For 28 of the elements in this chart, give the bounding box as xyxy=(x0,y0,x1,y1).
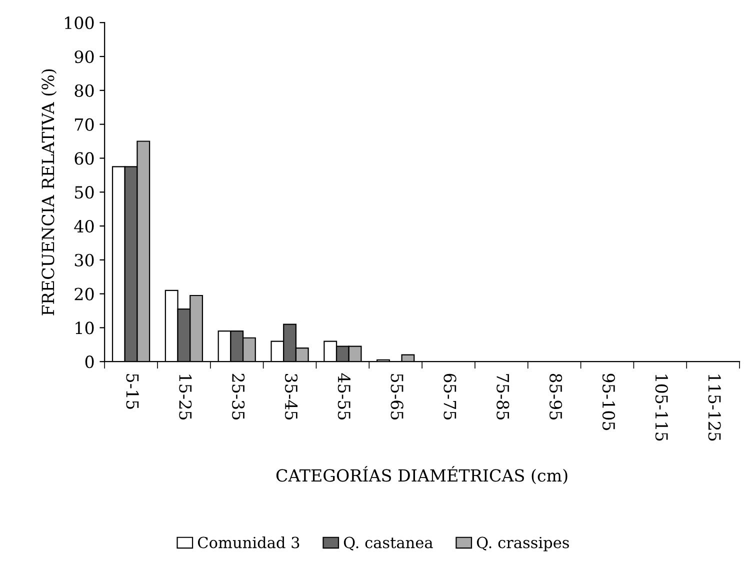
y-tick-label: 30 xyxy=(74,254,94,266)
x-axis-title: CATEGORÍAS DIAMÉTRICAS (cm) xyxy=(276,466,568,484)
y-tick-label: 50 xyxy=(75,186,94,199)
y-tick-label: 60 xyxy=(74,152,94,165)
y-tick-label: 70 xyxy=(75,118,94,131)
legend-label: Q. castanea xyxy=(344,536,433,551)
legend-label: Comunidad 3 xyxy=(198,536,300,548)
y-tick-label: 90 xyxy=(74,50,94,64)
y-tick-label: 100 xyxy=(65,16,94,30)
x-tick-label: 65-75 xyxy=(444,374,456,420)
x-tick-label: 35-45 xyxy=(284,374,298,420)
x-tick-label: 105-115 xyxy=(655,374,668,441)
x-tick-label: 85-95 xyxy=(550,374,562,420)
x-tick-label: 115-125 xyxy=(708,374,721,441)
legend-label: Q. crassipes xyxy=(476,536,569,552)
y-tick-label: 20 xyxy=(74,288,94,300)
y-tick-label: 0 xyxy=(85,356,94,368)
x-tick-label: 15-25 xyxy=(179,374,192,420)
x-tick-label: 95-105 xyxy=(602,374,616,430)
x-tick-label: 75-85 xyxy=(496,374,510,420)
x-tick-label: 5-15 xyxy=(126,374,139,409)
x-tick-label: 55-65 xyxy=(390,374,404,420)
y-axis-title: FRECUENCIA RELATIVA (%) xyxy=(41,69,57,316)
y-tick-label: 10 xyxy=(76,322,94,334)
y-tick-label: 40 xyxy=(74,220,94,233)
x-tick-label: 25-35 xyxy=(232,374,245,420)
y-tick-label: 80 xyxy=(74,84,94,97)
x-tick-label: 45-55 xyxy=(338,373,350,420)
